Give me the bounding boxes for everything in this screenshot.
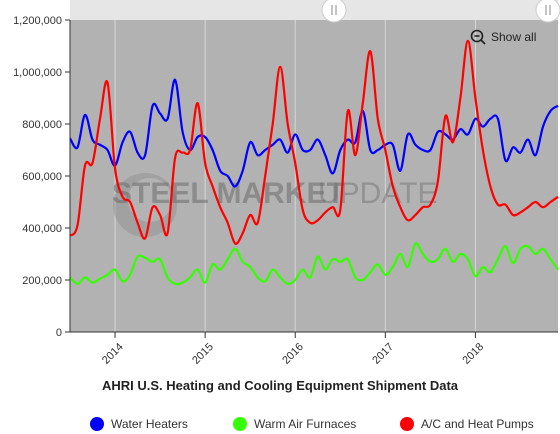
chart: STEEL MARKET UPDATE 0 200,000 400,000 600,0… — [13, 0, 560, 367]
legend-item-ac-heat-pumps[interactable]: A/C and Heat Pumps — [400, 414, 534, 434]
legend-swatch-water-heaters — [90, 417, 104, 431]
y-tick-label: 400,000 — [22, 223, 62, 235]
watermark: STEEL MARKET UPDATE — [112, 173, 437, 237]
series-lines — [69, 39, 559, 286]
plot-area — [70, 20, 558, 332]
y-tick-label: 1,200,000 — [13, 15, 62, 27]
show-all-button[interactable]: Show all — [470, 29, 536, 45]
legend-label-warm-air-furnaces: Warm Air Furnaces — [254, 417, 357, 431]
chart-title: AHRI U.S. Heating and Cooling Equipment … — [101, 378, 459, 393]
x-tick-label: 2018 — [460, 341, 486, 367]
x-tick-label: 2016 — [280, 341, 306, 367]
legend: Water Heaters Warm Air Furnaces A/C and … — [0, 414, 560, 434]
series-line-water-heaters — [69, 78, 559, 188]
range-navigator[interactable] — [70, 0, 560, 23]
y-tick-label: 600,000 — [22, 171, 62, 183]
zoom-out-icon — [470, 29, 486, 45]
x-tick-label: 2017 — [370, 341, 396, 367]
y-axis-ticks: 0 200,000 400,000 600,000 800,000 1,000,000 1,… — [13, 15, 70, 339]
x-axis-ticks: 2014 2015 2016 2017 2018 — [100, 332, 486, 367]
y-tick-label: 1,000,000 — [13, 67, 62, 79]
show-all-label: Show all — [491, 30, 537, 44]
legend-label-ac-heat-pumps: A/C and Heat Pumps — [421, 417, 534, 431]
watermark-text-right: UPDATE — [318, 177, 437, 210]
legend-swatch-ac-heat-pumps — [400, 417, 414, 431]
navigator-handle-left[interactable] — [321, 0, 347, 23]
x-tick-label: 2015 — [190, 341, 216, 367]
series-line-a-c-and-heat-pumps — [69, 39, 559, 245]
legend-swatch-warm-air-furnaces — [233, 417, 247, 431]
legend-item-water-heaters[interactable]: Water Heaters — [90, 414, 188, 434]
x-tick-label: 2014 — [100, 341, 126, 367]
y-tick-label: 0 — [56, 327, 62, 339]
navigator-handle-right[interactable] — [535, 0, 560, 23]
legend-item-warm-air-furnaces[interactable]: Warm Air Furnaces — [233, 414, 356, 434]
y-tick-label: 200,000 — [22, 275, 62, 287]
watermark-text-left: STEEL MARKET — [112, 177, 345, 210]
series-line-warm-air-furnaces — [69, 242, 559, 286]
legend-label-water-heaters: Water Heaters — [111, 417, 188, 431]
y-tick-label: 800,000 — [22, 119, 62, 131]
